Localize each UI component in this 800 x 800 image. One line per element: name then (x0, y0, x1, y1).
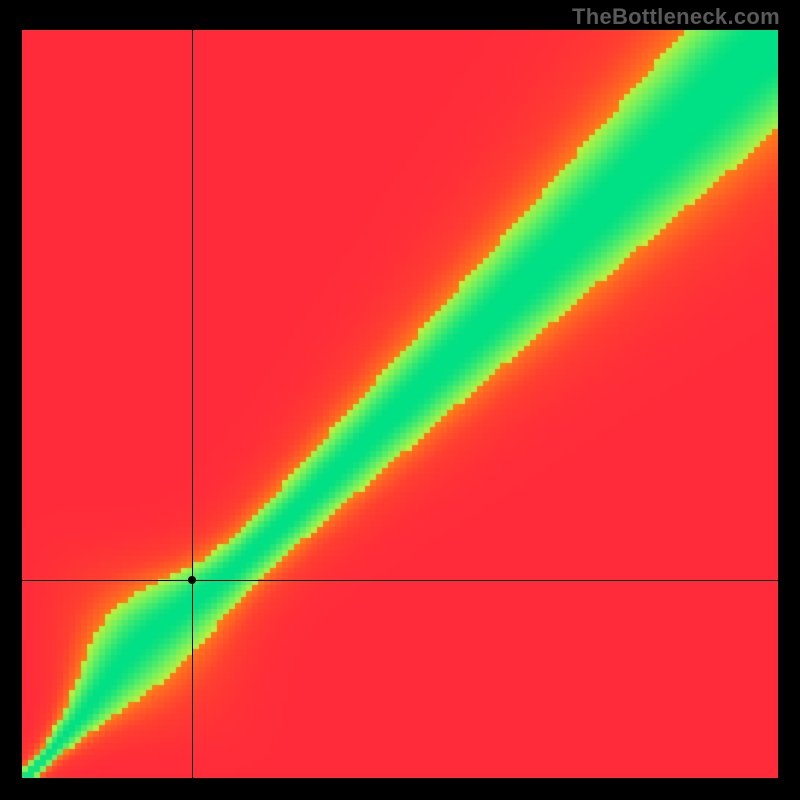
crosshair-horizontal (22, 580, 778, 581)
crosshair-vertical (192, 30, 193, 778)
watermark-text: TheBottleneck.com (572, 4, 780, 30)
heatmap-canvas (22, 30, 778, 778)
chart-container: TheBottleneck.com (0, 0, 800, 800)
crosshair-marker (188, 576, 196, 584)
heatmap-plot (22, 30, 778, 778)
